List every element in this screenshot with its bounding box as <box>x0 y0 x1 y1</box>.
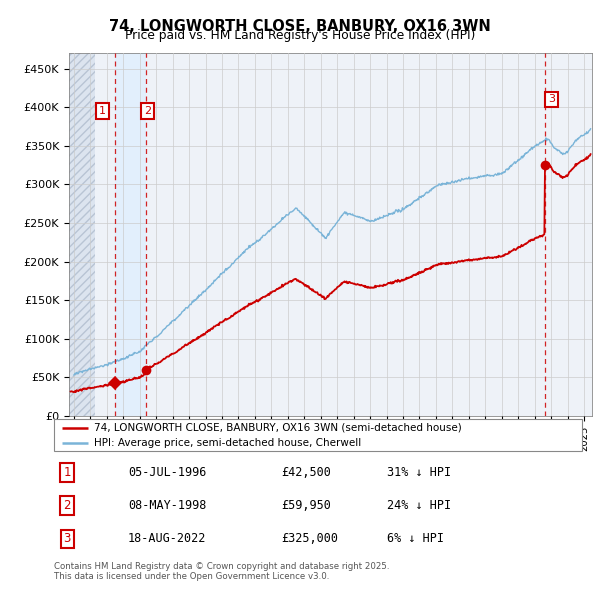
Text: 08-MAY-1998: 08-MAY-1998 <box>128 499 206 513</box>
Text: 3: 3 <box>548 94 555 104</box>
Text: 74, LONGWORTH CLOSE, BANBURY, OX16 3WN (semi-detached house): 74, LONGWORTH CLOSE, BANBURY, OX16 3WN (… <box>94 422 461 432</box>
Text: £42,500: £42,500 <box>281 466 331 480</box>
Bar <box>69 53 95 416</box>
Text: 3: 3 <box>64 532 71 546</box>
Text: £59,950: £59,950 <box>281 499 331 513</box>
Text: 24% ↓ HPI: 24% ↓ HPI <box>386 499 451 513</box>
Text: Price paid vs. HM Land Registry's House Price Index (HPI): Price paid vs. HM Land Registry's House … <box>125 30 475 42</box>
Text: HPI: Average price, semi-detached house, Cherwell: HPI: Average price, semi-detached house,… <box>94 438 361 448</box>
Text: 31% ↓ HPI: 31% ↓ HPI <box>386 466 451 480</box>
Bar <box>115 53 146 416</box>
Text: 2: 2 <box>64 499 71 513</box>
Text: 6% ↓ HPI: 6% ↓ HPI <box>386 532 443 546</box>
Text: 2: 2 <box>144 106 151 116</box>
Text: 1: 1 <box>99 106 106 116</box>
Text: Contains HM Land Registry data © Crown copyright and database right 2025.
This d: Contains HM Land Registry data © Crown c… <box>54 562 389 581</box>
Text: £325,000: £325,000 <box>281 532 338 546</box>
Text: 05-JUL-1996: 05-JUL-1996 <box>128 466 206 480</box>
Text: 74, LONGWORTH CLOSE, BANBURY, OX16 3WN: 74, LONGWORTH CLOSE, BANBURY, OX16 3WN <box>109 19 491 34</box>
Text: 18-AUG-2022: 18-AUG-2022 <box>128 532 206 546</box>
Text: 1: 1 <box>64 466 71 480</box>
